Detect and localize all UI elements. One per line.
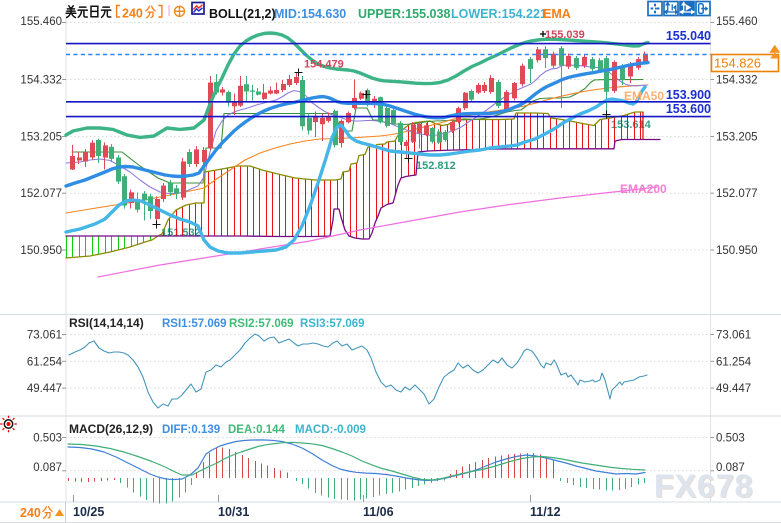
svg-text:154.826: 154.826 bbox=[714, 56, 761, 71]
svg-text:155.460: 155.460 bbox=[20, 16, 62, 28]
svg-text:10/25: 10/25 bbox=[73, 505, 104, 519]
svg-text:153.205: 153.205 bbox=[20, 132, 62, 144]
svg-text:73.061: 73.061 bbox=[27, 330, 62, 342]
svg-text:0.087: 0.087 bbox=[716, 462, 745, 474]
svg-text:152.077: 152.077 bbox=[716, 188, 758, 200]
svg-text:RSI2:57.069: RSI2:57.069 bbox=[229, 318, 294, 330]
svg-text:EMA: EMA bbox=[543, 7, 571, 21]
svg-text:155.460: 155.460 bbox=[716, 16, 758, 28]
svg-text:LOWER:154.221: LOWER:154.221 bbox=[451, 7, 547, 21]
svg-text:10/31: 10/31 bbox=[218, 505, 249, 519]
svg-text:154.332: 154.332 bbox=[716, 75, 758, 87]
svg-text:0.503: 0.503 bbox=[716, 433, 745, 445]
svg-text:153.900: 153.900 bbox=[666, 88, 711, 102]
svg-text:0.503: 0.503 bbox=[33, 433, 62, 445]
svg-text:61.254: 61.254 bbox=[27, 356, 63, 368]
svg-text:BOLL(21,2): BOLL(21,2) bbox=[209, 7, 276, 21]
svg-text:FX678: FX678 bbox=[656, 469, 755, 505]
svg-text:151.532: 151.532 bbox=[161, 227, 201, 239]
svg-text:FX678: FX678 bbox=[654, 468, 753, 504]
svg-text:73.061: 73.061 bbox=[716, 330, 751, 342]
svg-text:155.039: 155.039 bbox=[545, 29, 585, 41]
svg-text:49.447: 49.447 bbox=[27, 383, 62, 395]
svg-text:150.950: 150.950 bbox=[716, 245, 758, 257]
svg-text:155.040: 155.040 bbox=[666, 29, 711, 43]
svg-text:154.332: 154.332 bbox=[20, 75, 62, 87]
svg-text:49.447: 49.447 bbox=[716, 383, 751, 395]
svg-text:153.614: 153.614 bbox=[611, 119, 652, 131]
svg-text:152.812: 152.812 bbox=[416, 160, 456, 172]
svg-text:MID:154.630: MID:154.630 bbox=[274, 7, 346, 21]
svg-text:150.950: 150.950 bbox=[20, 245, 62, 257]
svg-text:240: 240 bbox=[20, 506, 41, 520]
svg-text:0.087: 0.087 bbox=[33, 462, 62, 474]
svg-text:240: 240 bbox=[122, 7, 143, 21]
svg-text:153.205: 153.205 bbox=[716, 132, 758, 144]
svg-text:MACD(26,12,9): MACD(26,12,9) bbox=[69, 422, 153, 436]
svg-text:MACD:-0.009: MACD:-0.009 bbox=[295, 424, 366, 436]
svg-text:152.077: 152.077 bbox=[20, 188, 62, 200]
svg-text:UPPER:155.038: UPPER:155.038 bbox=[358, 7, 450, 21]
svg-text:DEA:0.144: DEA:0.144 bbox=[228, 424, 285, 436]
svg-text:154.479: 154.479 bbox=[304, 59, 344, 71]
svg-text:DIFF:0.139: DIFF:0.139 bbox=[162, 424, 220, 436]
svg-text:RSI1:57.069: RSI1:57.069 bbox=[162, 318, 227, 330]
svg-text:RSI3:57.069: RSI3:57.069 bbox=[300, 318, 365, 330]
svg-text:61.254: 61.254 bbox=[716, 356, 752, 368]
svg-text:11/12: 11/12 bbox=[530, 505, 561, 519]
svg-text:11/06: 11/06 bbox=[363, 505, 394, 519]
svg-text:153.600: 153.600 bbox=[666, 102, 711, 116]
svg-text:EMA200: EMA200 bbox=[620, 182, 667, 196]
svg-text:EMA50: EMA50 bbox=[624, 89, 664, 103]
svg-text:RSI(14,14,14): RSI(14,14,14) bbox=[69, 316, 144, 330]
